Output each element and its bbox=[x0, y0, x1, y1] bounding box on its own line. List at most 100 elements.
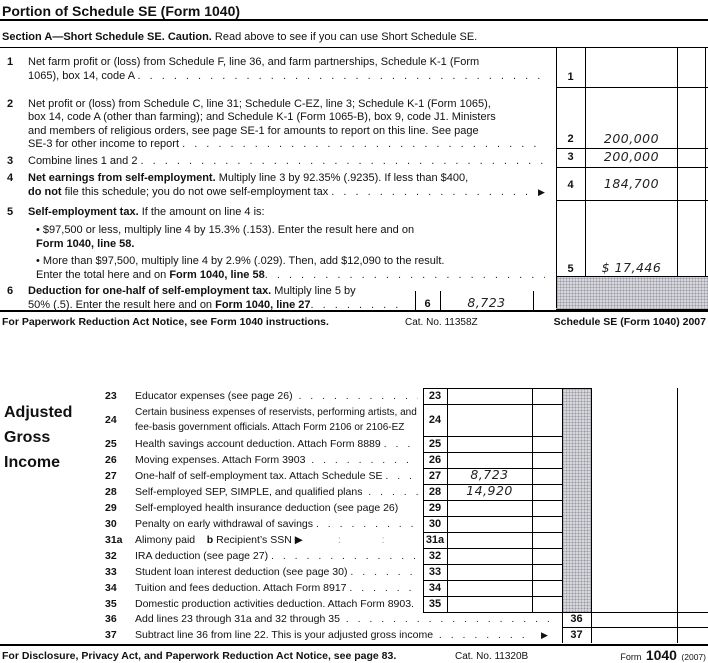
se-entry-amount-5[interactable]: $ 17,446 bbox=[601, 260, 662, 275]
dot-leader: . . . . . . . . . . . . . . . . . . . . … bbox=[271, 550, 416, 562]
grid-line bbox=[423, 404, 562, 405]
section-a-heading-rest: Read above to see if you can use Short S… bbox=[211, 31, 478, 43]
f1040-form-footer: Form 1040 (2007) bbox=[620, 647, 706, 663]
row-label: Self-employed health insurance deduction… bbox=[135, 500, 418, 516]
grid-line bbox=[423, 500, 562, 501]
grid-line bbox=[677, 47, 678, 276]
dot-leader: . . . . . . . . . . . . . . . . . . . . … bbox=[385, 470, 415, 482]
grid-line bbox=[705, 47, 706, 276]
row-box-no: 26 bbox=[428, 454, 442, 466]
se-entry-no-1: 1 bbox=[567, 71, 574, 83]
grid-line bbox=[440, 291, 441, 310]
row-label: Alimony paid b Recipient’s SSN ▶ : : bbox=[135, 532, 418, 548]
grid-line bbox=[415, 291, 416, 310]
row-label: Domestic production activities deduction… bbox=[135, 596, 418, 612]
grid-line bbox=[423, 612, 708, 613]
row-amount[interactable]: 8,723 bbox=[470, 467, 509, 482]
f1040-row-23: 23 Educator expenses (see page 26) . . . … bbox=[0, 388, 708, 404]
f1040-row-33: 33 Student loan interest deduction (see p… bbox=[0, 564, 708, 580]
agi-table: 23 Educator expenses (see page 26) . . . … bbox=[0, 388, 708, 644]
f1040-row-29: 29 Self-employed health insurance deducti… bbox=[0, 500, 708, 516]
se-line-2-text2: box 14, code A (other than farming); and… bbox=[28, 111, 496, 123]
se-footer-right: Schedule SE (Form 1040) 2007 bbox=[553, 316, 706, 328]
se-line-6-text2: 50% (.5). Enter the result here and on F… bbox=[28, 298, 408, 312]
se-line-2-no: 2 bbox=[7, 98, 14, 110]
se-entry-no-4: 4 bbox=[567, 179, 574, 191]
se-entry-amount-3[interactable]: 200,000 bbox=[603, 149, 660, 164]
row-label-segment: Domestic production activities deduction… bbox=[135, 598, 414, 610]
row-label: Moving expenses. Attach Form 3903 . . . … bbox=[135, 452, 418, 468]
dot-leader: . . . . . . . . . . . . . . . . . . . . … bbox=[368, 486, 418, 498]
grid-line bbox=[423, 436, 562, 437]
se-line-2-text: Net profit or (loss) from Schedule C, li… bbox=[28, 98, 491, 110]
section-a-heading-bold: Section A—Short Schedule SE. Caution. bbox=[2, 31, 212, 43]
f1040-row-24: 24 Certain business expenses of reservist… bbox=[0, 404, 708, 436]
grid-line bbox=[423, 452, 562, 453]
agi-heading-line1: Adjusted bbox=[4, 404, 73, 421]
dot-leader: . . . . . . . . . . . . . . . . . . . . … bbox=[311, 454, 418, 466]
row-line-no: 24 bbox=[105, 414, 117, 426]
shaded-area bbox=[556, 276, 708, 310]
form-year: (2007) bbox=[681, 652, 706, 662]
grid-line bbox=[556, 87, 708, 88]
dot-leader: . . . . . . . . . . . . . . . . . . . . … bbox=[350, 566, 416, 578]
se-footer-rule bbox=[0, 310, 708, 312]
dot-leader: . . . . . . . . . . . . . . . . . . . . … bbox=[349, 582, 415, 594]
row-box-no: 31a bbox=[425, 534, 445, 546]
dot-leader: . . . . . . . . . . . . . . . . . . . . … bbox=[438, 629, 528, 641]
row-line-no: 27 bbox=[105, 470, 117, 482]
f1040-cat-no: Cat. No. 11320B bbox=[455, 651, 529, 662]
row-label-segment: Penalty on early withdrawal of savings bbox=[135, 518, 316, 530]
form-number: 1040 bbox=[645, 647, 677, 663]
grid-line bbox=[533, 291, 534, 310]
grid-line bbox=[423, 596, 562, 597]
row-line-no: 37 bbox=[105, 629, 117, 641]
grid-line bbox=[556, 200, 708, 201]
se-line-6-no: 6 bbox=[7, 285, 14, 297]
row-box-no: 24 bbox=[428, 414, 442, 426]
grid-line bbox=[423, 468, 562, 469]
row-label: Penalty on early withdrawal of savings .… bbox=[135, 516, 418, 532]
grid-line bbox=[423, 388, 591, 389]
f1040-row-27: 27 One-half of self-employment tax. Attac… bbox=[0, 468, 708, 484]
grid-line bbox=[423, 484, 562, 485]
grid-line bbox=[562, 627, 708, 628]
row-box-no: 27 bbox=[428, 470, 442, 482]
se-entry-amount-2[interactable]: 200,000 bbox=[603, 131, 660, 146]
se-line-6-amount[interactable]: 8,723 bbox=[467, 295, 506, 310]
dot-leader: . . . . . . . . . . . . . . . . . . . . … bbox=[264, 269, 545, 281]
se-entry-amount-4[interactable]: 184,700 bbox=[603, 176, 660, 191]
dot-leader: . . . . . . . . . . . . . . . . . . . . … bbox=[310, 299, 409, 311]
se-line-2-text4: SE-3 for other income to report . . . . … bbox=[28, 137, 545, 151]
f1040-row-28: 28 Self-employed SEP, SIMPLE, and qualifi… bbox=[0, 484, 708, 500]
se-entry-no-2: 2 bbox=[567, 133, 574, 145]
se-line-1-no: 1 bbox=[7, 56, 14, 68]
se-line-3-no: 3 bbox=[7, 155, 14, 167]
dot-leader: . . . . . . . . . . . . . . . . . . . . … bbox=[345, 613, 550, 625]
row-box-no: 30 bbox=[428, 518, 442, 530]
row-label-segment: One-half of self-employment tax. Attach … bbox=[135, 470, 386, 482]
dot-leader: . . . . . . . . . . . . . . . . . . . . … bbox=[298, 390, 418, 402]
dot-leader: . . . . . . . . . . . . . . . . . . . . … bbox=[140, 155, 544, 167]
agi-heading-line2: Gross bbox=[4, 429, 51, 446]
row-line-no: 35 bbox=[105, 598, 117, 610]
row-label: Self-employed SEP, SIMPLE, and qualified… bbox=[135, 484, 418, 500]
row-line-no: 31a bbox=[105, 534, 123, 546]
row-line-no: 36 bbox=[105, 613, 117, 625]
row-amount[interactable]: 14,920 bbox=[466, 483, 513, 498]
se-line-4-no: 4 bbox=[7, 172, 14, 184]
f1040-footer-left: For Disclosure, Privacy Act, and Paperwo… bbox=[2, 650, 397, 662]
row-line-no: 28 bbox=[105, 486, 117, 498]
f1040-row-34: 34 Tuition and fees deduction. Attach For… bbox=[0, 580, 708, 596]
se-line-1-text: Net farm profit or (loss) from Schedule … bbox=[28, 56, 480, 68]
row-box-no: 32 bbox=[428, 550, 442, 562]
grid-line bbox=[423, 532, 562, 533]
se-title: Portion of Schedule SE (Form 1040) bbox=[2, 3, 241, 19]
dot-leader: . . . . . . . . . . . . . . . . . . . . … bbox=[331, 186, 532, 198]
line-4-pointer-icon: ▶ bbox=[538, 187, 545, 197]
row-label-segment: Student loan interest deduction (see pag… bbox=[135, 566, 351, 578]
f1040-row-31a: 31a Alimony paid b Recipient’s SSN ▶ : : 3… bbox=[0, 532, 708, 548]
row-line-no: 30 bbox=[105, 518, 117, 530]
grid-line bbox=[423, 580, 562, 581]
row-box-no: 33 bbox=[428, 566, 442, 578]
